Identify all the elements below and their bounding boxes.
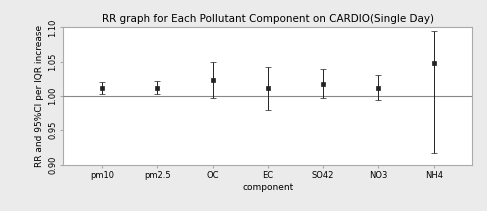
Y-axis label: RR and 95%CI per IQR increase: RR and 95%CI per IQR increase xyxy=(35,25,44,167)
Title: RR graph for Each Pollutant Component on CARDIO(Single Day): RR graph for Each Pollutant Component on… xyxy=(102,14,434,24)
X-axis label: component: component xyxy=(242,183,294,192)
